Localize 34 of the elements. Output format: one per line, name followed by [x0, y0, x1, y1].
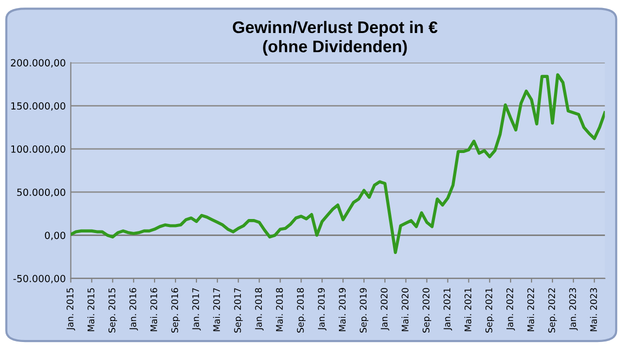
x-tick-label: Sep. 2020: [422, 288, 432, 333]
y-tick-label: 0,00: [44, 232, 66, 240]
x-tick-label: Mai. 2015: [87, 288, 94, 332]
x-tick-label: Mai. 2017: [213, 288, 220, 332]
x-tick-label: Mai. 2023: [590, 288, 597, 332]
x-tick-label: Sep. 2019: [360, 288, 368, 333]
x-tick-label: Jan. 2016: [129, 288, 138, 331]
x-tick-label: Mai. 2020: [402, 288, 408, 332]
x-tick-label: Mai. 2019: [338, 288, 346, 332]
x-tick-label: Jan. 2018: [255, 288, 264, 331]
y-tick-label: 50.000,00: [17, 188, 66, 197]
x-tick-label: Sep. 2017: [234, 288, 243, 333]
x-tick-label: Mai. 2016: [150, 288, 158, 332]
line-series: [70, 73, 605, 254]
x-tick-label: Sep. 2022: [548, 288, 557, 333]
x-tick-label: Sep. 2016: [171, 288, 180, 333]
x-tick-label: Sep. 2021: [485, 288, 494, 333]
x-tick-label: Mai. 2021: [464, 288, 472, 332]
x-tick-label: Jan. 2019: [318, 288, 326, 331]
x-tick-label: Jan. 2020: [380, 288, 390, 331]
x-tick-label: Sep. 2015: [108, 288, 118, 333]
x-tick-label: Jan. 2021: [444, 288, 452, 331]
y-tick-label: 100.000,00: [11, 145, 66, 154]
y-tick-label: 200.000,00: [10, 59, 66, 68]
x-tick-label: Mai. 2018: [276, 288, 283, 332]
x-tick-label: Jan. 2022: [506, 288, 515, 331]
x-tick-label: Jan. 2015: [66, 288, 76, 331]
x-tick-label: Sep. 2018: [296, 288, 306, 333]
x-tick-label: Jan. 2017: [192, 288, 201, 331]
y-tick-label: -50.000,00: [13, 274, 66, 284]
chart-title: Gewinn/Verlust Depot in € (ohne Dividenden): [232, 20, 438, 56]
y-tick-label: 150.000,00: [11, 102, 66, 111]
x-tick-label: Mai. 2022: [527, 288, 534, 332]
x-tick-label: Jan. 2023: [569, 288, 578, 331]
